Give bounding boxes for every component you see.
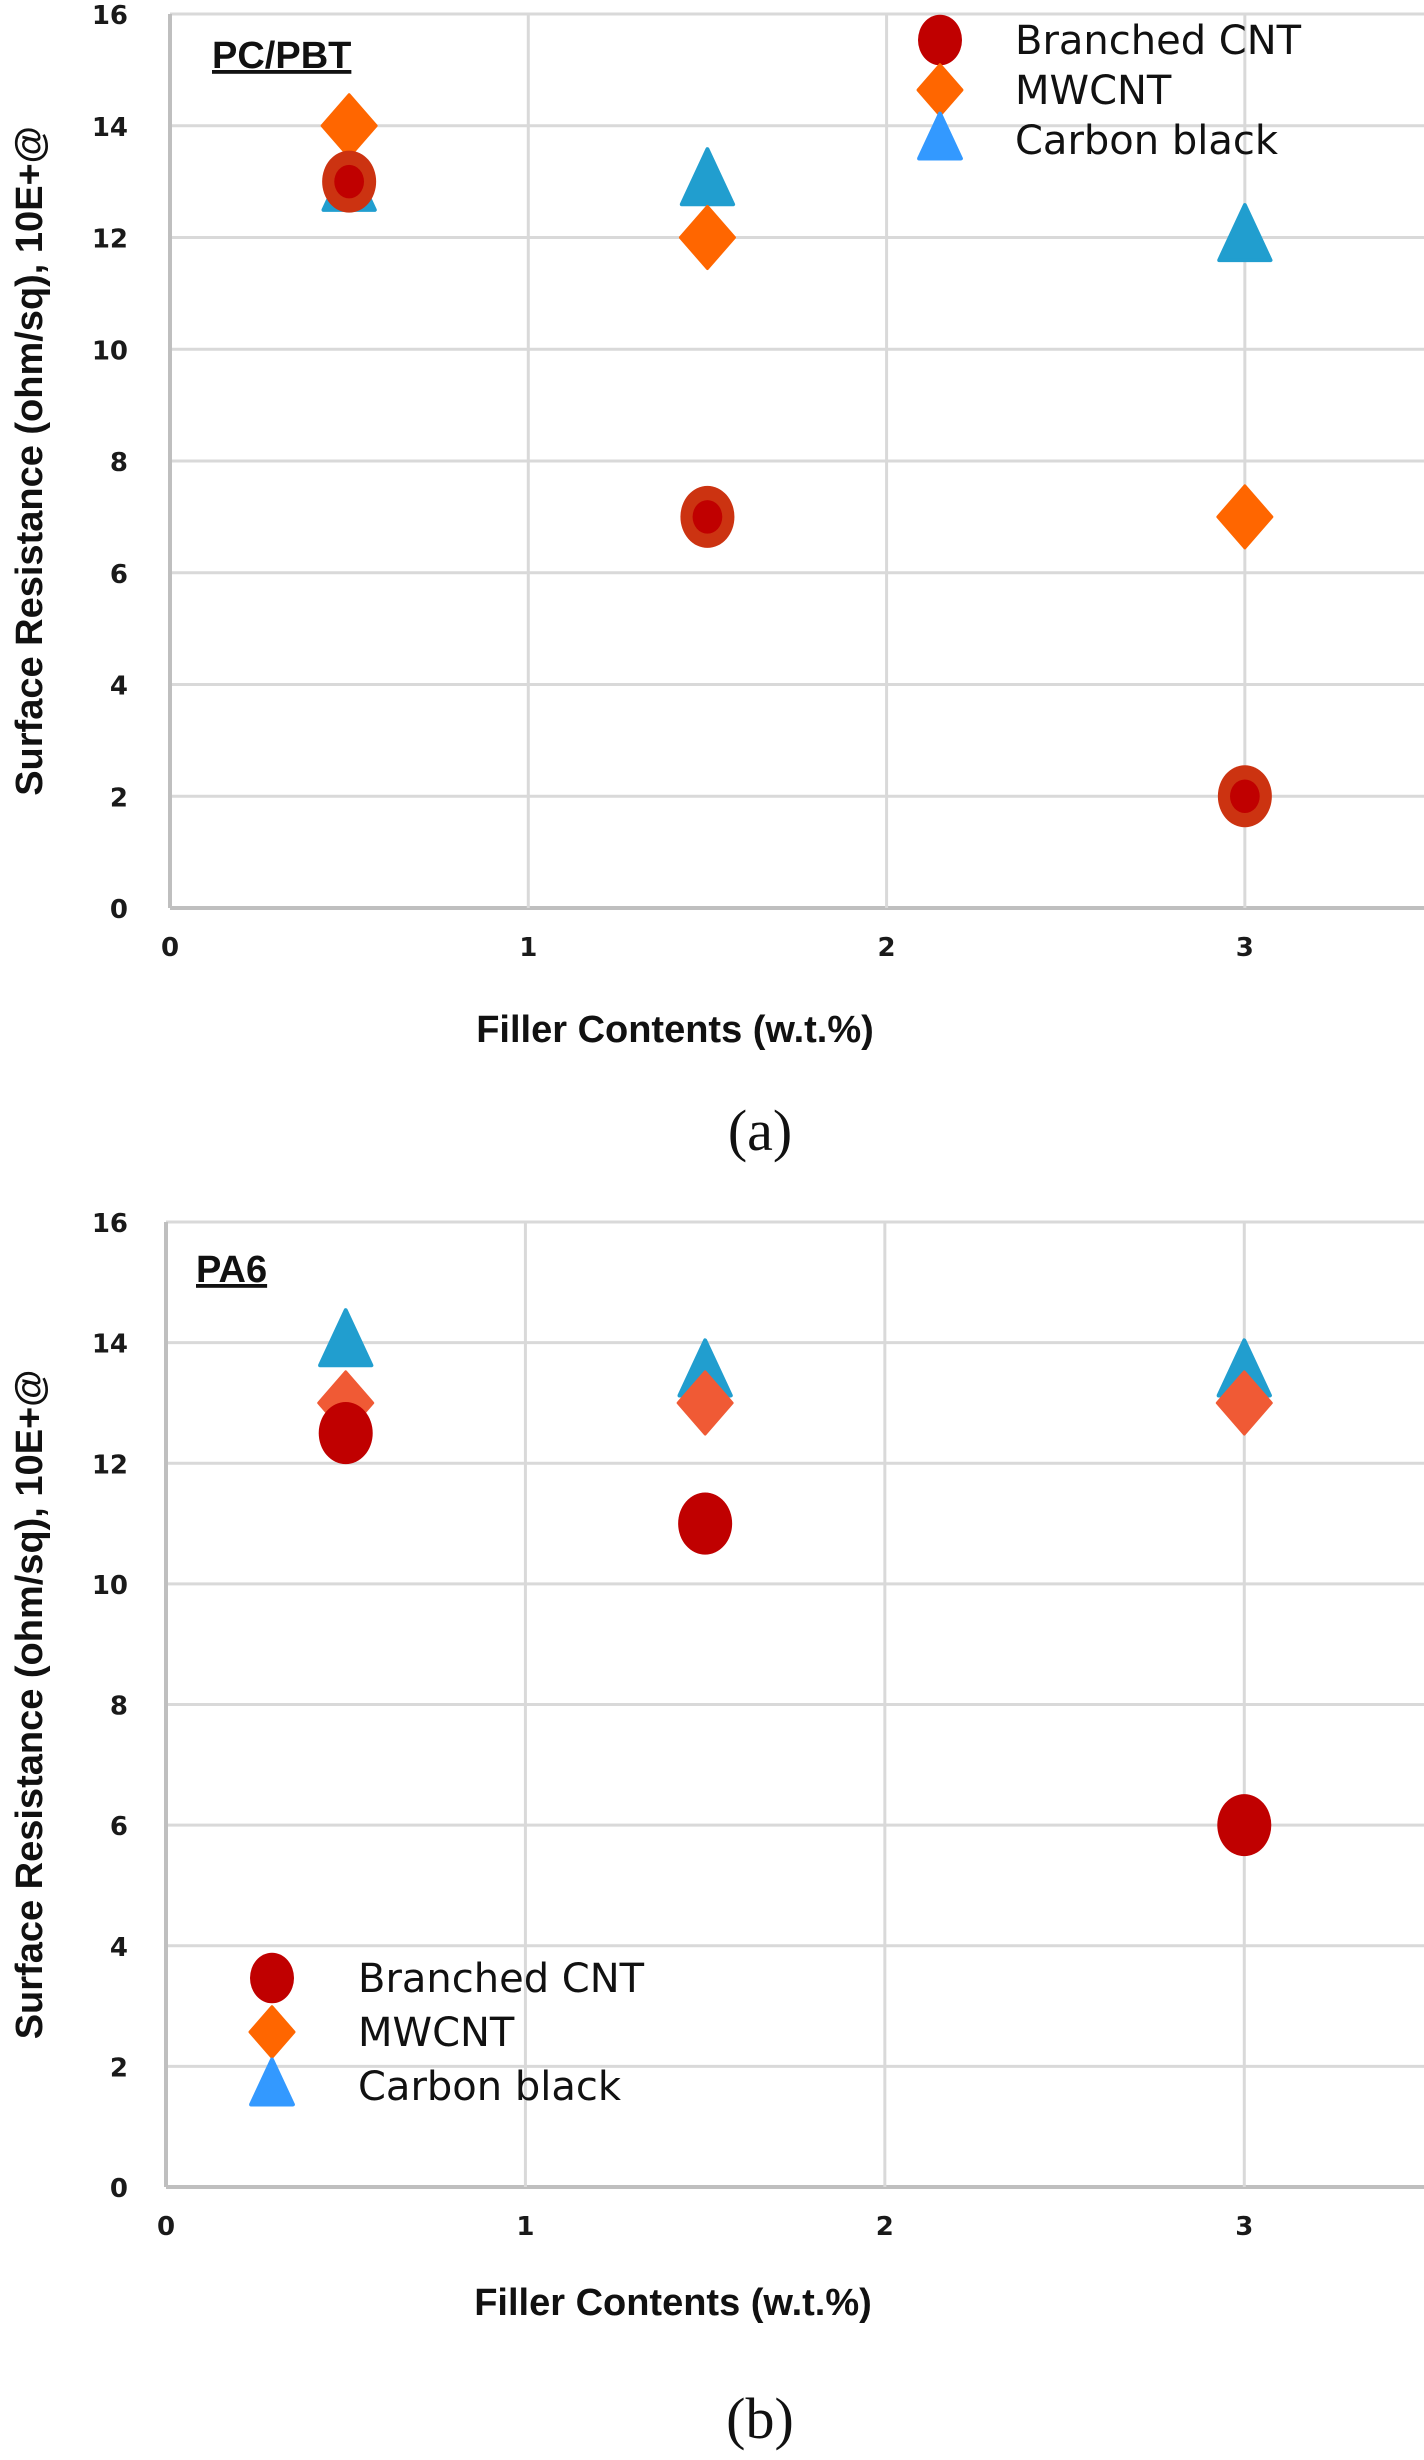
data-point-carbon-black <box>679 147 736 207</box>
data-point-carbon-black <box>1217 203 1273 263</box>
legend-marker-diamond-icon <box>248 2005 296 2059</box>
legend-marker-triangle-icon <box>917 111 963 161</box>
data-point-carbon-black <box>318 1308 374 1368</box>
legend-label: MWCNT <box>358 2010 515 2056</box>
y-tick-label: 2 <box>110 2053 128 2083</box>
y-tick-label: 8 <box>110 448 128 478</box>
x-tick-label: 3 <box>1235 2212 1253 2242</box>
data-point-mwcnt <box>320 93 378 159</box>
legend-marker-circle-icon <box>918 14 962 66</box>
legend-label: Branched CNT <box>1015 18 1302 64</box>
panel-title: PC/PBT <box>212 35 351 77</box>
y-tick-label: 6 <box>110 1812 128 1842</box>
y-tick-label: 6 <box>110 560 128 590</box>
panel-title: PA6 <box>196 1249 267 1291</box>
y-tick-label: 4 <box>110 1933 128 1963</box>
y-tick-label: 16 <box>92 1210 128 1239</box>
y-tick-label: 16 <box>92 1 128 31</box>
panel-caption: (a) <box>728 1098 792 1163</box>
x-tick-label: 0 <box>161 933 179 963</box>
legend-label: Carbon black <box>358 2064 622 2110</box>
y-axis-title: Surface Resistance (ohm/sq), 10E+@ <box>9 1370 51 2040</box>
y-tick-label: 8 <box>110 1692 128 1722</box>
data-point-branched-cnt-core <box>334 164 364 199</box>
x-axis-title: Filler Contents (w.t.%) <box>476 1009 874 1051</box>
y-tick-label: 0 <box>110 895 128 925</box>
legend-label: MWCNT <box>1015 68 1172 114</box>
data-point-branched-cnt-core <box>1230 779 1260 813</box>
legend-marker-diamond-icon <box>916 63 964 117</box>
data-point-mwcnt <box>678 204 736 271</box>
x-tick-label: 2 <box>878 933 896 963</box>
y-tick-label: 14 <box>92 1330 128 1360</box>
y-tick-label: 12 <box>92 1450 128 1480</box>
x-tick-label: 2 <box>876 2212 894 2242</box>
x-axis-title: Filler Contents (w.t.%) <box>474 2282 872 2324</box>
legend-label: Branched CNT <box>358 1956 645 2002</box>
y-tick-label: 10 <box>92 336 128 366</box>
y-tick-label: 14 <box>92 113 128 143</box>
data-point-mwcnt <box>676 1370 734 1436</box>
data-point-branched-cnt <box>318 1402 373 1465</box>
x-tick-label: 0 <box>157 2212 175 2242</box>
legend-marker-triangle-icon <box>249 2057 295 2107</box>
data-point-mwcnt <box>1215 1370 1273 1436</box>
legend-label: Carbon black <box>1015 118 1279 164</box>
data-point-branched-cnt <box>678 1492 733 1555</box>
x-tick-label: 1 <box>519 933 537 963</box>
y-tick-label: 4 <box>110 672 128 702</box>
legend-marker-circle-icon <box>250 1952 294 2004</box>
data-point-branched-cnt-core <box>692 500 723 534</box>
y-tick-label: 12 <box>92 225 128 255</box>
y-axis-title: Surface Resistance (ohm/sq), 10E+@ <box>9 126 51 796</box>
x-tick-label: 1 <box>516 2212 534 2242</box>
y-tick-label: 2 <box>110 783 128 813</box>
y-tick-label: 10 <box>92 1571 128 1601</box>
y-tick-label: 0 <box>110 2174 128 2204</box>
panel-caption: (b) <box>726 2386 794 2451</box>
data-point-mwcnt <box>1216 484 1274 550</box>
data-point-branched-cnt <box>1217 1794 1272 1857</box>
x-tick-label: 3 <box>1236 933 1254 963</box>
